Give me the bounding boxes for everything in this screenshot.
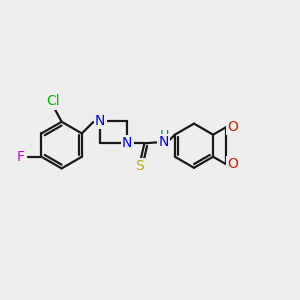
Text: S: S xyxy=(135,159,144,173)
Text: Cl: Cl xyxy=(46,94,60,108)
Text: N: N xyxy=(95,114,105,128)
Text: F: F xyxy=(17,150,25,164)
Text: O: O xyxy=(227,120,238,134)
Text: N: N xyxy=(158,135,169,149)
Text: O: O xyxy=(227,157,238,171)
Text: N: N xyxy=(122,136,132,150)
Text: H: H xyxy=(160,129,169,142)
